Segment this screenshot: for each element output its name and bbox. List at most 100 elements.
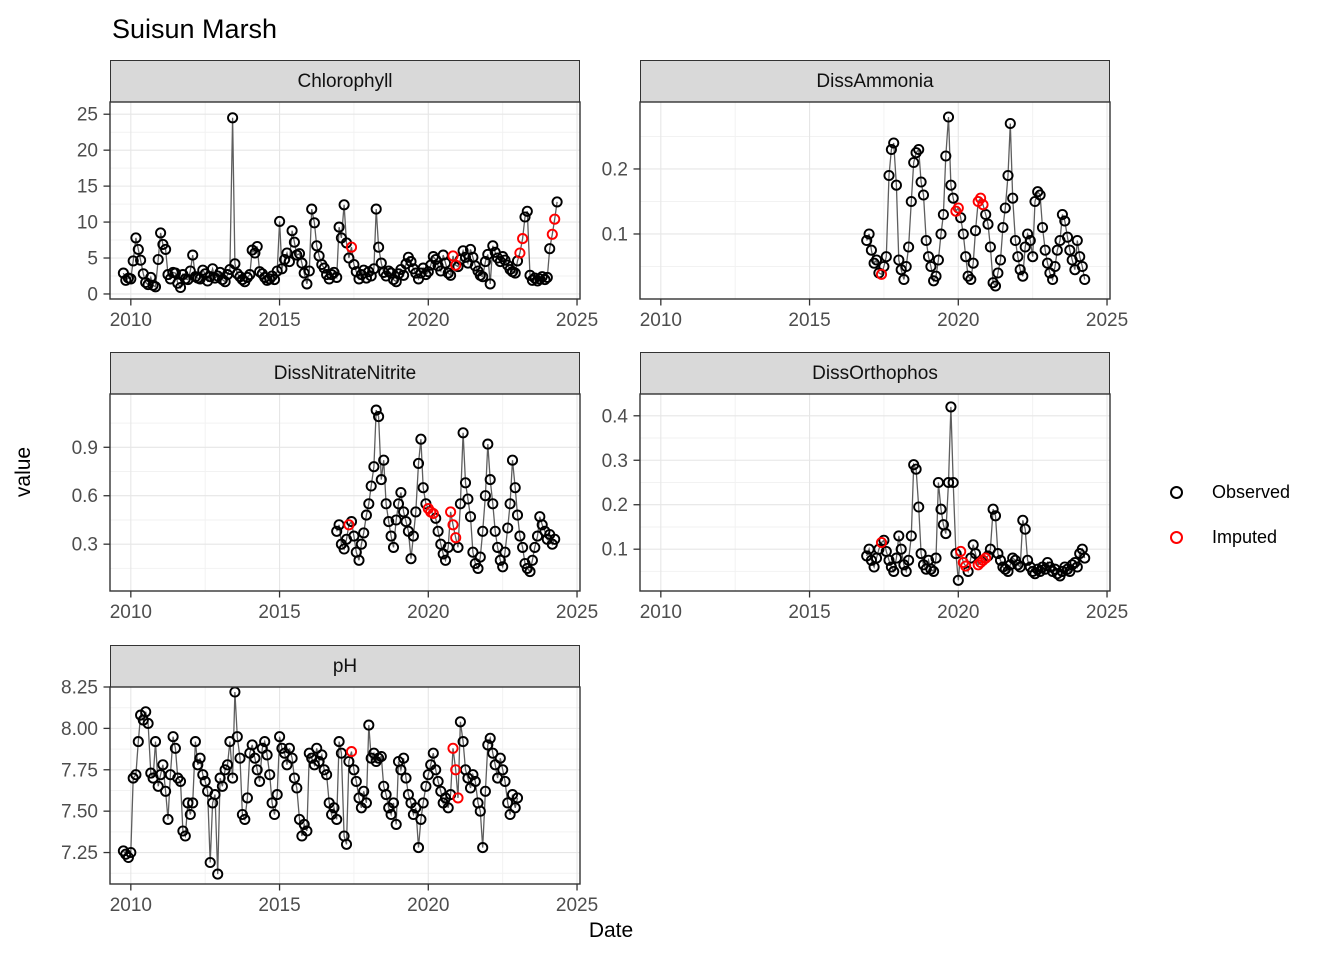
data-point-observed <box>905 530 917 542</box>
data-point-observed <box>962 565 974 577</box>
data-point-observed <box>885 143 897 156</box>
data-point-observed <box>338 543 350 555</box>
x-tick-label: 2010 <box>640 602 682 623</box>
data-point-observed <box>883 554 895 566</box>
data-point-observed <box>378 454 390 466</box>
data-point-observed <box>967 257 979 269</box>
data-point-observed <box>937 208 949 221</box>
data-point-observed <box>125 846 137 859</box>
data-point-observed <box>1009 234 1021 247</box>
data-point-observed <box>913 501 925 513</box>
data-point-observed <box>969 548 982 560</box>
data-point-observed <box>363 498 375 510</box>
data-point-observed <box>130 769 142 781</box>
x-tick-label: 2025 <box>556 895 598 916</box>
data-point-observed <box>521 205 533 217</box>
data-point-observed <box>331 813 343 825</box>
x-tick-label: 2015 <box>258 895 300 916</box>
data-point-observed <box>865 554 877 566</box>
x-tick-label: 2025 <box>556 602 598 623</box>
data-point-imputed <box>447 742 459 754</box>
data-point-observed <box>1076 260 1088 273</box>
data-point-observed <box>387 541 400 553</box>
facet-panel-dissorthophos: DissOrthophos 2010 2015 2020 2025 0.1 0.2 0.3 0… <box>602 352 1128 623</box>
facet-panel-dissammonia: DissAmmonia 2010 2015 2020 2025 0.1 0.2 <box>602 60 1128 331</box>
data-point-observed <box>1002 565 1014 577</box>
facet-strip-label: Chlorophyll <box>297 70 393 92</box>
data-point-observed <box>1051 568 1063 580</box>
data-point-observed <box>395 486 407 499</box>
data-point-observed <box>439 554 452 566</box>
data-point-imputed <box>952 202 964 214</box>
data-point-observed <box>174 281 187 294</box>
data-point-observed <box>888 137 900 149</box>
data-point-imputed <box>875 268 888 280</box>
data-point-observed <box>1022 554 1034 566</box>
data-point-observed <box>1027 251 1039 263</box>
data-point-observed <box>132 736 144 748</box>
data-point-observed <box>187 797 199 809</box>
data-point-observed <box>430 764 442 776</box>
legend-label-imputed: Imputed <box>1212 527 1278 547</box>
y-tick-label: 8.25 <box>61 678 98 699</box>
data-point-observed <box>930 552 942 564</box>
data-point-observed <box>227 112 239 124</box>
x-tick-label: 2020 <box>937 310 979 331</box>
data-point-observed <box>952 574 964 586</box>
chart-title: Suisun Marsh <box>112 14 278 44</box>
data-point-observed <box>149 281 162 293</box>
data-point-observed <box>900 260 912 273</box>
data-point-observed <box>227 772 239 784</box>
data-point-observed <box>348 764 360 776</box>
data-point-imputed <box>450 259 462 271</box>
data-point-observed <box>338 199 350 211</box>
data-point-observed <box>457 245 469 257</box>
data-point-observed <box>900 565 912 577</box>
facet-strip: Chlorophyll <box>110 60 580 103</box>
y-tick-label: 0.3 <box>602 451 628 472</box>
data-point-observed <box>935 503 947 515</box>
data-point-imputed <box>977 199 989 211</box>
data-point-observed <box>400 516 412 528</box>
data-point-observed <box>420 780 432 792</box>
data-point-observed <box>229 258 241 270</box>
data-point-observed <box>400 772 412 784</box>
data-point-observed <box>499 546 511 558</box>
data-point-observed <box>1017 270 1029 282</box>
data-point-observed <box>1061 231 1074 243</box>
data-point-observed <box>439 257 452 269</box>
data-point-observed <box>1051 244 1063 256</box>
data-point-observed <box>219 276 231 288</box>
data-point-observed <box>370 404 382 416</box>
data-point-observed <box>895 543 907 555</box>
data-point-observed <box>199 775 211 787</box>
data-point-observed <box>169 742 181 754</box>
facet-strip-label: DissOrthophos <box>812 362 938 384</box>
data-point-imputed <box>875 536 888 549</box>
data-point-imputed <box>345 746 358 758</box>
data-point-observed <box>484 278 496 290</box>
x-tick-label: 2015 <box>258 310 300 331</box>
data-point-observed <box>353 554 365 566</box>
data-point-observed <box>395 764 407 776</box>
data-point-observed <box>204 856 216 869</box>
data-point-observed <box>932 254 944 266</box>
data-point-observed <box>184 808 196 821</box>
data-point-observed <box>432 525 444 537</box>
data-point-observed <box>398 506 410 518</box>
x-tick-label: 2015 <box>258 602 300 623</box>
data-point-observed <box>231 731 243 743</box>
data-point-observed <box>940 528 952 540</box>
data-point-observed <box>274 731 286 743</box>
x-tick-label: 2025 <box>1086 310 1128 331</box>
data-point-observed <box>350 775 362 787</box>
panel-border <box>639 393 1111 592</box>
data-point-observed <box>368 263 380 275</box>
facet-strip: DissOrthophos <box>640 352 1110 395</box>
data-point-observed <box>157 759 169 771</box>
data-point-observed <box>479 785 491 797</box>
data-point-observed <box>368 461 380 473</box>
data-point-observed <box>1079 273 1091 286</box>
data-point-observed <box>534 273 546 285</box>
